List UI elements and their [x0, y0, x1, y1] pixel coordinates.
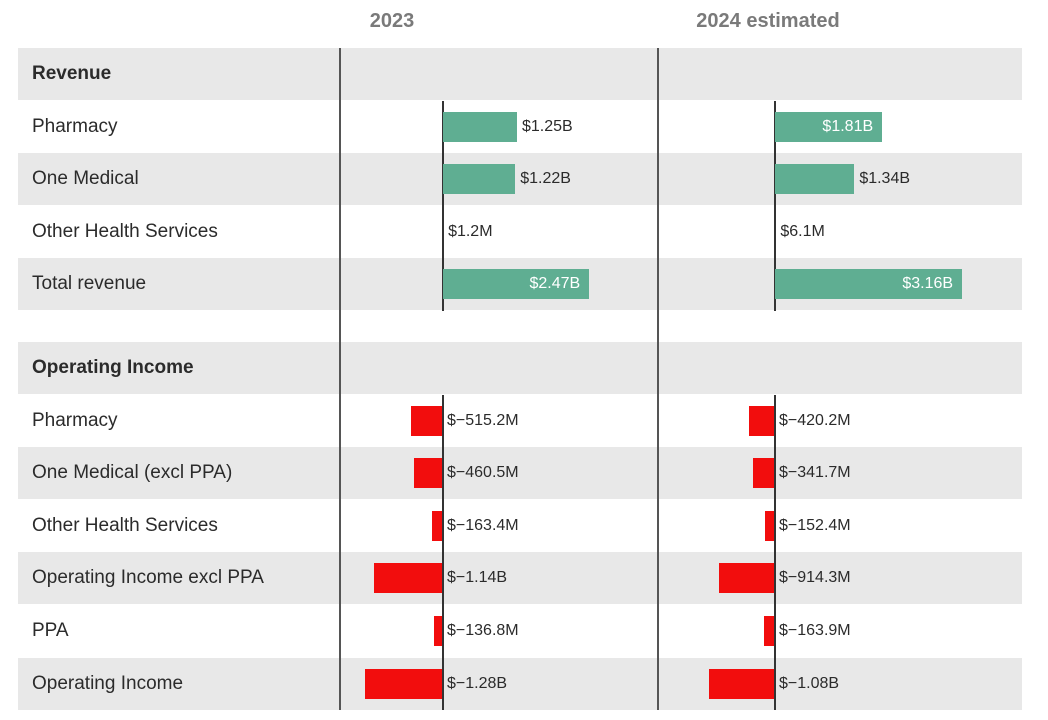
column-header-1: 2024 estimated: [696, 10, 840, 32]
bar-0-1: [443, 164, 516, 195]
section-header-row: [18, 48, 1022, 100]
zero-baseline: [442, 100, 444, 311]
bar-1-6: [764, 510, 774, 541]
zero-baseline: [774, 100, 776, 311]
bar-1-1: [775, 164, 855, 195]
section-header-row: [18, 342, 1022, 394]
data-label: $−1.08B: [779, 674, 840, 692]
row-label: Pharmacy: [32, 115, 118, 137]
row-label: Operating Income: [32, 672, 184, 694]
bar-1-5: [753, 458, 774, 489]
bar-1-8: [764, 616, 774, 646]
data-label: $−420.2M: [779, 411, 851, 429]
column-divider: [339, 48, 341, 710]
bar-0-7: [373, 563, 442, 594]
data-label: $1.34B: [859, 170, 911, 188]
data-label: $−460.5M: [447, 464, 519, 482]
column-header-0: 2023: [369, 10, 415, 32]
zero-baseline: [442, 394, 444, 711]
bar-0-3: [443, 269, 590, 300]
data-label: $−341.7M: [779, 464, 851, 482]
bar-0-6: [432, 510, 442, 541]
data-label: $1.25B: [522, 117, 573, 135]
zero-baseline: [774, 394, 776, 711]
row-label: Operating Income excl PPA: [32, 567, 264, 589]
bar-0-0: [443, 111, 517, 142]
data-label: $−136.8M: [447, 622, 519, 639]
bar-1-0: [775, 111, 883, 142]
data-label: $−1.14B: [447, 569, 508, 587]
bar-1-7: [719, 563, 774, 594]
data-label: $3.16B: [902, 275, 954, 293]
row-label: One Medical (excl PPA): [32, 462, 233, 484]
row-label: Other Health Services: [32, 514, 218, 536]
bar-1-9: [709, 668, 774, 699]
row-label: PPA: [32, 620, 69, 641]
data-label: $1.2M: [448, 222, 493, 240]
table-row: [18, 552, 1022, 605]
table-row: [18, 153, 1022, 206]
row-label: Pharmacy: [32, 409, 118, 431]
section-title: Operating Income: [32, 357, 194, 378]
section-title: Revenue: [32, 63, 112, 84]
bar-1-4: [748, 405, 774, 436]
bar-0-8: [433, 616, 442, 646]
bar-0-4: [411, 405, 442, 436]
row-label: Other Health Services: [32, 220, 218, 242]
data-label: $−152.4M: [779, 516, 851, 534]
bar-1-3: [775, 269, 963, 300]
table-row: [18, 447, 1022, 500]
data-label: $−515.2M: [447, 411, 519, 429]
table-row: [18, 657, 1022, 710]
bar-0-9: [365, 668, 442, 699]
table-row: [18, 605, 1022, 657]
data-label: $−163.4M: [447, 516, 519, 534]
row-label: One Medical: [32, 168, 139, 190]
data-label: $1.22B: [520, 170, 571, 188]
data-label: $−914.3M: [779, 569, 851, 587]
row-label: Total revenue: [32, 273, 147, 295]
table-row: [18, 395, 1022, 447]
column-divider: [657, 48, 659, 710]
data-label: $2.47B: [529, 275, 581, 293]
bar-0-5: [414, 458, 442, 489]
data-label: $−1.28B: [447, 674, 508, 692]
data-label: $1.81B: [822, 117, 874, 135]
data-label: $6.1M: [780, 222, 825, 240]
data-label: $−163.9M: [779, 622, 851, 639]
